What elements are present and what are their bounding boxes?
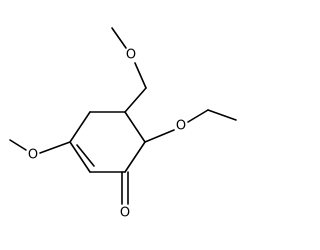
bond <box>111 27 127 49</box>
bond <box>9 139 27 151</box>
atom-label: O <box>176 119 186 134</box>
bond <box>124 141 146 173</box>
bond <box>134 62 147 89</box>
bond <box>69 111 91 143</box>
bond <box>124 87 147 113</box>
molecule-diagram: O O O O <box>9 27 237 221</box>
bond <box>124 111 146 143</box>
bond <box>39 141 71 154</box>
bond <box>207 109 237 121</box>
atom-label: O <box>28 148 38 163</box>
atom-label: O <box>126 48 136 63</box>
atom-labels: O O O O <box>28 48 186 221</box>
bond <box>69 141 91 173</box>
bond <box>187 109 209 123</box>
bond-double <box>76 144 95 167</box>
bonds <box>9 27 237 205</box>
bond <box>144 129 175 143</box>
atom-label: O <box>120 206 130 221</box>
